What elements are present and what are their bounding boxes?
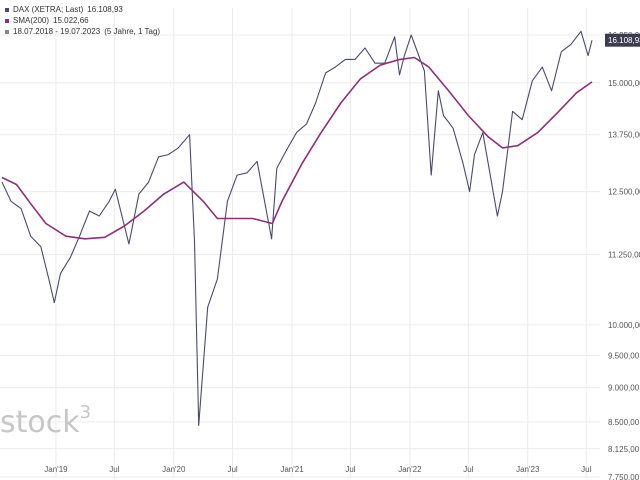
legend: DAX (XETRA; Last) 16.108,93 SMA(200) 15.… bbox=[5, 4, 160, 37]
y-tick-label: 7.750,00 bbox=[608, 473, 640, 480]
y-axis: 7.750,00 8.125,00 8.500,00 9.000,00 9.500,00… bbox=[608, 31, 640, 480]
x-tick-label: Jul bbox=[227, 465, 237, 474]
legend-dax-value: 16.108,93 bbox=[87, 5, 123, 14]
y-tick-label: 10.000,00 bbox=[608, 321, 640, 330]
x-tick-label: Jul bbox=[463, 465, 473, 474]
x-tick-label: Jan'22 bbox=[398, 465, 422, 474]
dax-color-swatch bbox=[5, 7, 9, 12]
x-tick-label: Jan'20 bbox=[162, 465, 186, 474]
last-price-tag: 16.108,93 bbox=[605, 33, 640, 47]
y-tick-label: 9.000,00 bbox=[608, 384, 640, 393]
range-swatch bbox=[5, 29, 9, 34]
last-price-tag-bg bbox=[605, 33, 640, 47]
watermark-logo: stock3 bbox=[0, 402, 91, 440]
y-tick-label: 12.500,00 bbox=[608, 188, 640, 197]
y-tick-label: 9.500,00 bbox=[608, 351, 640, 360]
x-tick-label: Jul bbox=[345, 465, 355, 474]
legend-dax-label: DAX (XETRA; Last) bbox=[13, 5, 84, 14]
x-tick-label: Jul bbox=[581, 465, 591, 474]
y-tick-label: 15.000,00 bbox=[608, 79, 640, 88]
y-tick-label: 8.500,00 bbox=[608, 418, 640, 427]
sma-200-line bbox=[1, 56, 593, 240]
x-axis: Jan'19 Jul Jan'20 Jul Jan'21 Jul Jan'22 Jul Jan'… bbox=[44, 465, 591, 474]
x-tick-label: Jan'23 bbox=[516, 465, 540, 474]
y-tick-label: 11.250,00 bbox=[608, 251, 640, 260]
dax-price-line bbox=[1, 30, 593, 426]
legend-sma-label: SMA(200) bbox=[13, 16, 50, 25]
legend-range-note: (5 Jahre, 1 Tag) bbox=[104, 27, 161, 36]
series-layer bbox=[1, 30, 593, 426]
sma-color-swatch bbox=[5, 18, 9, 23]
legend-sma-value: 15.022,66 bbox=[53, 16, 89, 25]
legend-range-label: 18.07.2018 - 19.07.2023 bbox=[13, 27, 101, 36]
x-tick-label: Jul bbox=[109, 465, 119, 474]
chart-grid bbox=[0, 8, 600, 478]
x-tick-label: Jan'21 bbox=[280, 465, 304, 474]
x-tick-label: Jan'19 bbox=[44, 465, 68, 474]
last-price-tag-text: 16.108,93 bbox=[608, 36, 640, 45]
legend-item-dax: DAX (XETRA; Last) 16.108,93 bbox=[5, 4, 160, 15]
legend-item-range: 18.07.2018 - 19.07.2023 (5 Jahre, 1 Tag) bbox=[5, 26, 160, 37]
legend-item-sma: SMA(200) 15.022,66 bbox=[5, 15, 160, 26]
y-tick-label: 8.125,00 bbox=[608, 445, 640, 454]
y-tick-label: 13.750,00 bbox=[608, 131, 640, 140]
